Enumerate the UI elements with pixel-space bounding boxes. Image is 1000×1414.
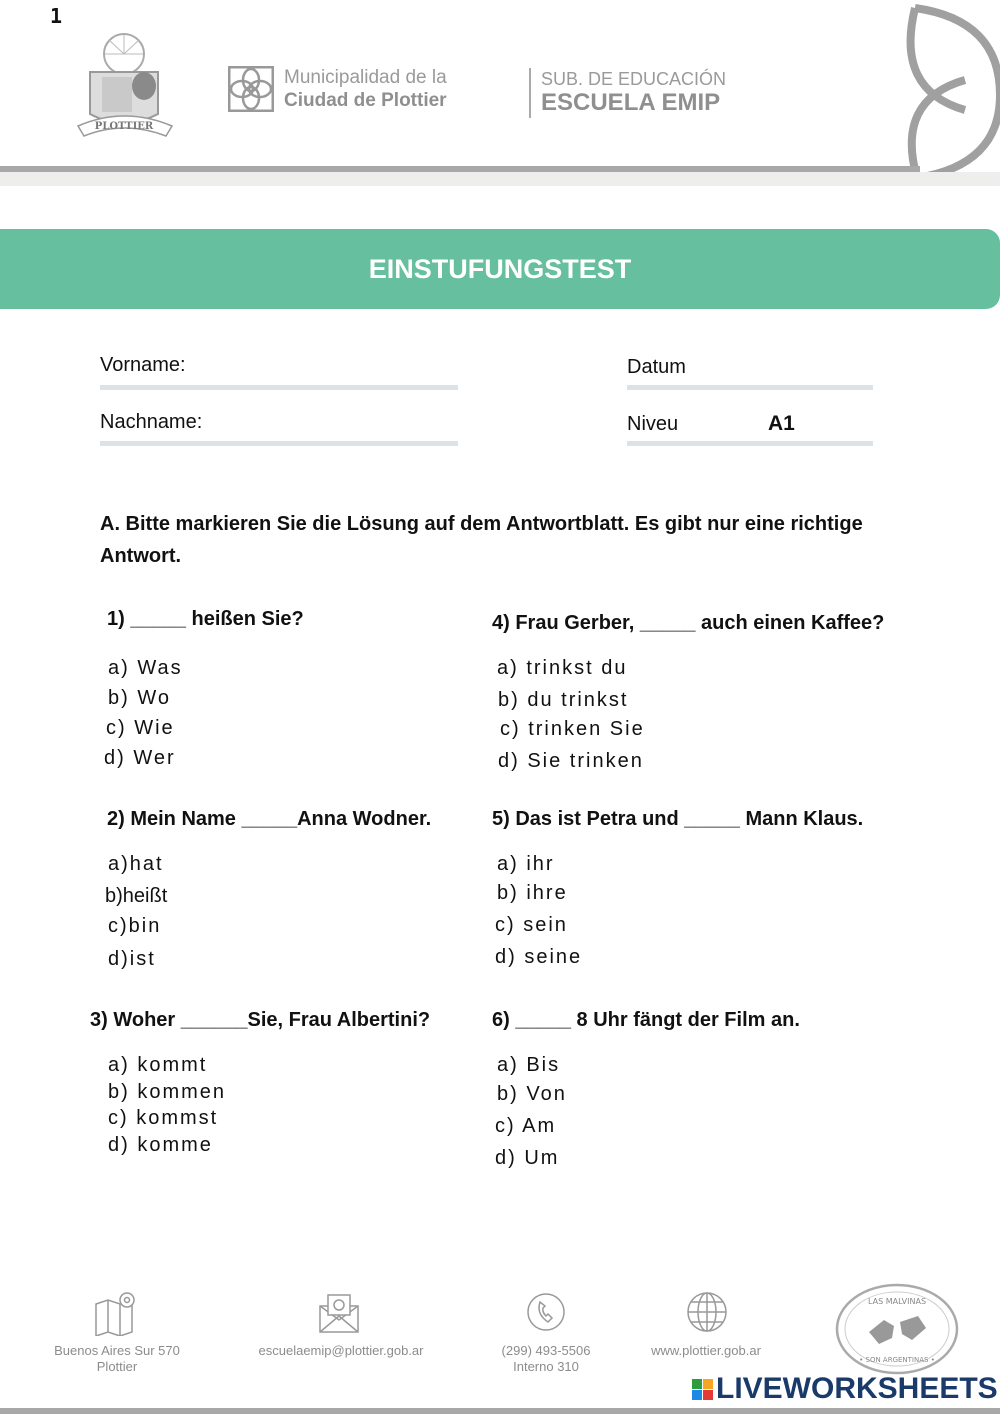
municipality-logo-icon <box>228 66 274 112</box>
option-1d[interactable]: d) Wer <box>104 747 176 769</box>
vorname-label: Vorname: <box>100 354 186 376</box>
question-5: 5) Das ist Petra und _____ Mann Klaus. <box>492 808 864 830</box>
title-banner: EINSTUFUNGSTEST <box>0 229 1000 309</box>
footer-email: escuelaemip@plottier.gob.ar <box>258 1343 424 1358</box>
footer-phone: (299) 493-5506 Interno 310 <box>501 1343 591 1374</box>
page-title: EINSTUFUNGSTEST <box>368 253 632 284</box>
school-name: SUB. DE EDUCACIÓN ESCUELA EMIP <box>541 69 727 116</box>
header <box>0 0 1000 185</box>
instruction: A. Bitte markieren Sie die Lösung auf de… <box>100 513 863 567</box>
datum-label: Datum <box>627 356 686 378</box>
vorname-field[interactable] <box>100 385 458 390</box>
option-6d[interactable]: d) Um <box>495 1147 560 1169</box>
option-6c[interactable]: c) Am <box>495 1115 557 1137</box>
option-3b[interactable]: b) kommen <box>108 1081 227 1103</box>
niveu-label: Niveu <box>627 413 679 435</box>
liveworksheets-watermark: LIVEWORKSHEETS <box>692 1372 998 1406</box>
option-2b[interactable]: b)heißt <box>105 885 168 907</box>
option-3a[interactable]: a) kommt <box>108 1054 208 1076</box>
footer-address: Buenos Aires Sur 570 Plottier <box>54 1343 180 1374</box>
nachname-field[interactable] <box>100 441 458 446</box>
crest-text: PLOTTIER <box>95 121 154 132</box>
header-divider <box>529 68 531 118</box>
celtic-knot-decoration <box>906 4 1000 182</box>
option-2c[interactable]: c)bin <box>108 915 162 937</box>
option-4a[interactable]: a) trinkst du <box>497 657 628 679</box>
globe-icon <box>687 1292 727 1332</box>
phone-icon <box>527 1293 565 1331</box>
option-6a[interactable]: a) Bis <box>497 1054 561 1076</box>
option-1c[interactable]: c) Wie <box>106 717 175 739</box>
svg-text:LAS MALVINAS: LAS MALVINAS <box>868 1297 926 1306</box>
question-3: 3) Woher ______Sie, Frau Albertini? <box>90 1009 431 1031</box>
email-envelope-icon <box>319 1294 359 1333</box>
page-number: 1 <box>50 4 63 28</box>
header-band <box>0 172 1000 186</box>
option-2a[interactable]: a)hat <box>108 853 164 875</box>
option-1b[interactable]: b) Wo <box>108 687 171 709</box>
question-4: 4) Frau Gerber, _____ auch einen Kaffee? <box>492 612 885 634</box>
option-5a[interactable]: a) ihr <box>497 853 555 875</box>
footer-website: www.plottier.gob.ar <box>651 1343 761 1358</box>
liveworksheets-logo-icon <box>692 1378 713 1400</box>
niveu-field[interactable] <box>627 441 873 446</box>
map-pin-icon <box>95 1292 135 1336</box>
option-5d[interactable]: d) seine <box>495 946 583 968</box>
niveu-value: A1 <box>768 412 795 435</box>
question-6: 6) _____ 8 Uhr fängt der Film an. <box>492 1009 800 1031</box>
option-5b[interactable]: b) ihre <box>497 882 568 904</box>
nachname-label: Nachname: <box>100 411 203 433</box>
option-3c[interactable]: c) kommst <box>108 1107 219 1129</box>
option-2d[interactable]: d)ist <box>108 948 156 970</box>
option-3d[interactable]: d) komme <box>108 1134 213 1156</box>
footer-rule <box>0 1408 1000 1414</box>
question-2: 2) Mein Name _____Anna Wodner. <box>107 808 432 830</box>
option-4c[interactable]: c) trinken Sie <box>500 718 645 740</box>
plottier-crest-logo: PLOTTIER <box>76 33 174 137</box>
municipality-name: Municipalidad de la Ciudad de Plottier <box>284 67 447 111</box>
option-1a[interactable]: a) Was <box>108 657 183 679</box>
option-4b[interactable]: b) du trinkst <box>498 689 629 711</box>
option-6b[interactable]: b) Von <box>497 1083 567 1105</box>
malvinas-stamp: LAS MALVINAS • SON ARGENTINAS • <box>835 1283 959 1375</box>
option-4d[interactable]: d) Sie trinken <box>498 750 644 772</box>
option-5c[interactable]: c) sein <box>495 914 568 936</box>
datum-field[interactable] <box>627 385 873 390</box>
question-1: 1) _____ heißen Sie? <box>107 608 304 630</box>
header-rule <box>0 166 920 172</box>
svg-text:• SON ARGENTINAS •: • SON ARGENTINAS • <box>859 1356 935 1364</box>
